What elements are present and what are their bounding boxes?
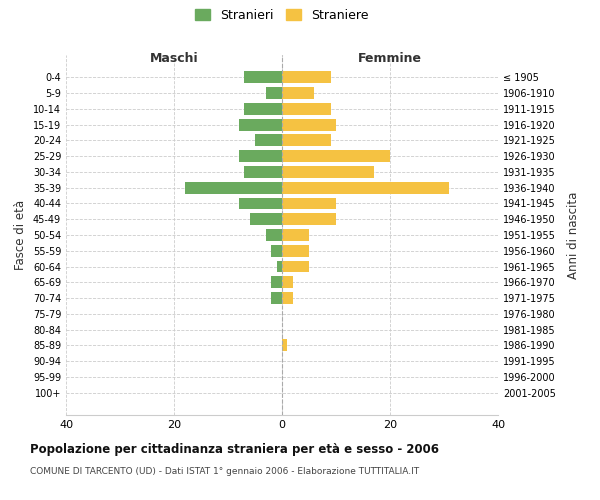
Text: Femmine: Femmine bbox=[358, 52, 422, 64]
Bar bbox=[282, 198, 336, 209]
Bar bbox=[266, 87, 282, 99]
Bar bbox=[244, 103, 282, 115]
Text: COMUNE DI TARCENTO (UD) - Dati ISTAT 1° gennaio 2006 - Elaborazione TUTTITALIA.I: COMUNE DI TARCENTO (UD) - Dati ISTAT 1° … bbox=[30, 468, 419, 476]
Bar bbox=[282, 87, 314, 99]
Bar bbox=[282, 103, 331, 115]
Bar bbox=[244, 72, 282, 83]
Bar bbox=[282, 340, 287, 351]
Bar bbox=[185, 182, 282, 194]
Y-axis label: Fasce di età: Fasce di età bbox=[14, 200, 27, 270]
Bar bbox=[282, 276, 293, 288]
Bar bbox=[271, 292, 282, 304]
Bar bbox=[250, 214, 282, 225]
Bar bbox=[282, 166, 374, 178]
Bar bbox=[282, 229, 309, 241]
Bar bbox=[239, 198, 282, 209]
Bar bbox=[282, 292, 293, 304]
Bar bbox=[282, 118, 336, 130]
Text: Popolazione per cittadinanza straniera per età e sesso - 2006: Popolazione per cittadinanza straniera p… bbox=[30, 442, 439, 456]
Bar bbox=[271, 276, 282, 288]
Bar bbox=[239, 150, 282, 162]
Text: Maschi: Maschi bbox=[149, 52, 199, 64]
Bar bbox=[271, 245, 282, 256]
Bar bbox=[282, 134, 331, 146]
Bar bbox=[282, 72, 331, 83]
Bar bbox=[266, 229, 282, 241]
Bar bbox=[255, 134, 282, 146]
Bar bbox=[282, 245, 309, 256]
Bar bbox=[282, 214, 336, 225]
Bar bbox=[282, 150, 390, 162]
Bar bbox=[282, 260, 309, 272]
Bar bbox=[244, 166, 282, 178]
Bar bbox=[277, 260, 282, 272]
Bar bbox=[239, 118, 282, 130]
Bar bbox=[282, 182, 449, 194]
Y-axis label: Anni di nascita: Anni di nascita bbox=[567, 192, 580, 278]
Legend: Stranieri, Straniere: Stranieri, Straniere bbox=[195, 8, 369, 22]
